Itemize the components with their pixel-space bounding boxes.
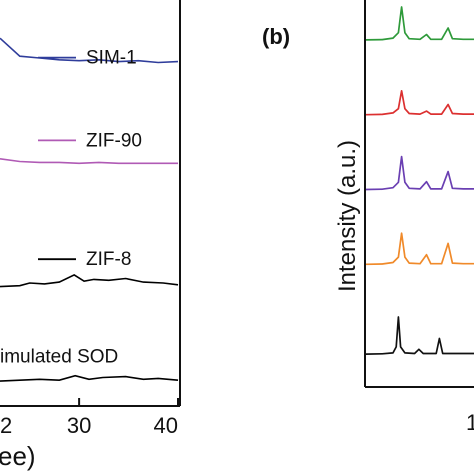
panel-a-series-line-2 bbox=[0, 158, 178, 165]
panel-a-partial-tick-label: 2 bbox=[0, 413, 12, 438]
panel-b-series-group bbox=[365, 6, 474, 355]
panel-b-series-line-5 bbox=[365, 316, 474, 355]
panel-a-series-line-3 bbox=[0, 273, 179, 288]
panel-b: (b) Intensity (a.u.) 1 bbox=[262, 0, 474, 435]
panel-a: SIM-1 ZIF-90 ZIF-8 imulated SOD 30 40 2 ee) bbox=[0, 0, 181, 471]
panel-a-legend-label-1: SIM-1 bbox=[86, 48, 137, 69]
panel-b-series-line-4 bbox=[365, 232, 474, 266]
panel-a-legend-label-3: ZIF-8 bbox=[86, 249, 131, 270]
panel-a-x-tick-label-1: 30 bbox=[67, 413, 91, 438]
panel-b-label: (b) bbox=[262, 24, 290, 49]
panel-a-series-group bbox=[0, 37, 179, 382]
panel-b-partial-tick-label: 1 bbox=[466, 410, 474, 435]
panel-b-series-line-2 bbox=[365, 89, 474, 116]
panel-b-series-line-1 bbox=[365, 6, 474, 41]
panel-a-x-tick-label-2: 40 bbox=[154, 413, 178, 438]
panel-a-series-line-4 bbox=[0, 374, 179, 382]
panel-b-y-axis-label: Intensity (a.u.) bbox=[334, 140, 361, 292]
panel-a-legend-label-4: imulated SOD bbox=[0, 346, 118, 367]
panel-a-x-axis-label: ee) bbox=[0, 441, 36, 471]
panel-a-legend: SIM-1 ZIF-90 ZIF-8 imulated SOD bbox=[0, 48, 142, 368]
panel-a-ticks: 30 40 bbox=[67, 398, 179, 438]
panel-a-legend-label-2: ZIF-90 bbox=[86, 130, 142, 151]
panel-b-series-line-3 bbox=[365, 155, 474, 191]
panel-a-series-line-1 bbox=[0, 37, 179, 64]
